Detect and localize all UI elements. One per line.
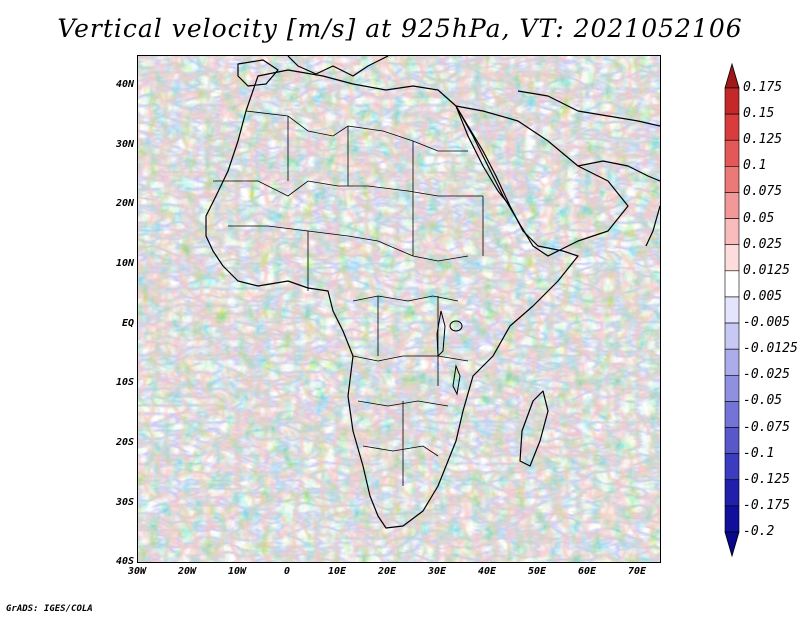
colorbar-segment xyxy=(724,531,740,557)
colorbar-tick-label: -0.0125 xyxy=(743,341,798,357)
colorbar-segment xyxy=(724,453,740,481)
colorbar-tick-label: 0.005 xyxy=(743,288,783,304)
lat-label-10s: 10S xyxy=(115,377,134,388)
lon-label-0: 0 xyxy=(283,566,291,577)
lon-label-50e: 50E xyxy=(527,566,547,577)
country-borders xyxy=(213,110,484,486)
lakes xyxy=(436,310,463,396)
lat-label-10n: 10N xyxy=(115,258,134,269)
colorbar-tick-label: -0.05 xyxy=(743,393,783,409)
colorbar-segment xyxy=(724,139,740,167)
colorbar-tick-label: -0.175 xyxy=(743,497,790,513)
colorbar-segment xyxy=(724,62,740,89)
lat-label-40n: 40N xyxy=(115,79,134,90)
colorbar-tick-label: 0.175 xyxy=(743,80,783,95)
colorbar-segment xyxy=(724,270,740,298)
colorbar-tick-label: -0.125 xyxy=(743,471,790,487)
colorbar-segment xyxy=(724,192,740,219)
lon-label-30e: 30E xyxy=(427,566,447,577)
lon-label-40e: 40E xyxy=(477,566,497,577)
credit-text: GrADS: IGES/COLA xyxy=(6,604,93,614)
lon-label-70e: 70E xyxy=(627,566,647,577)
colorbar-segment xyxy=(724,374,740,402)
colorbar-segment xyxy=(724,348,740,376)
lat-label-20s: 20S xyxy=(115,437,134,448)
colorbar-tick-label: 0.15 xyxy=(743,106,775,122)
lat-label-20n: 20N xyxy=(115,198,134,209)
colorbar-segment xyxy=(724,479,740,507)
lon-label-20e: 20E xyxy=(377,566,397,577)
lat-label-30n: 30N xyxy=(115,139,134,150)
lon-label-30w: 30W xyxy=(127,566,147,577)
lon-label-10w: 10W xyxy=(227,566,247,577)
map-panel xyxy=(137,55,661,563)
lon-label-20w: 20W xyxy=(177,566,197,577)
colorbar-tick-label: -0.075 xyxy=(743,419,790,435)
field-mixed-texture xyxy=(138,56,660,562)
lat-label-30s: 30S xyxy=(115,497,134,508)
lat-label-eq: EQ xyxy=(121,318,134,329)
coastlines xyxy=(205,56,660,529)
colorbar-segment xyxy=(724,218,740,246)
lat-label-40s: 40S xyxy=(115,556,134,567)
colorbar-tick-label: 0.05 xyxy=(743,210,775,226)
colorbar-tick-label: 0.0125 xyxy=(743,262,790,278)
lon-label-10e: 10E xyxy=(327,566,347,577)
colorbar-segment xyxy=(724,244,740,272)
map-title: Vertical velocity [m/s] at 925hPa, VT: 2… xyxy=(57,14,743,43)
colorbar-segment xyxy=(724,505,740,533)
colorbar-tick-label: 0.125 xyxy=(743,132,783,148)
vertical-velocity-map xyxy=(138,56,660,562)
lon-label-60e: 60E xyxy=(577,566,597,577)
colorbar-segment xyxy=(724,401,740,428)
colorbar-segment xyxy=(724,166,740,193)
colorbar-tick-label: -0.1 xyxy=(743,445,775,461)
colorbar-segment xyxy=(724,427,740,454)
colorbar-tick-label: 0.1 xyxy=(743,158,767,174)
colorbar xyxy=(724,62,740,557)
colorbar-tick-label: -0.025 xyxy=(743,367,790,383)
colorbar-tick-label: -0.2 xyxy=(743,524,775,539)
colorbar-segment xyxy=(724,113,740,141)
colorbar-tick-label: 0.075 xyxy=(743,184,783,200)
colorbar-segment xyxy=(724,322,740,350)
colorbar-tick-label: -0.005 xyxy=(743,315,790,331)
colorbar-tick-label: 0.025 xyxy=(743,236,783,252)
colorbar-segment xyxy=(724,87,740,115)
colorbar-segment xyxy=(724,296,740,324)
